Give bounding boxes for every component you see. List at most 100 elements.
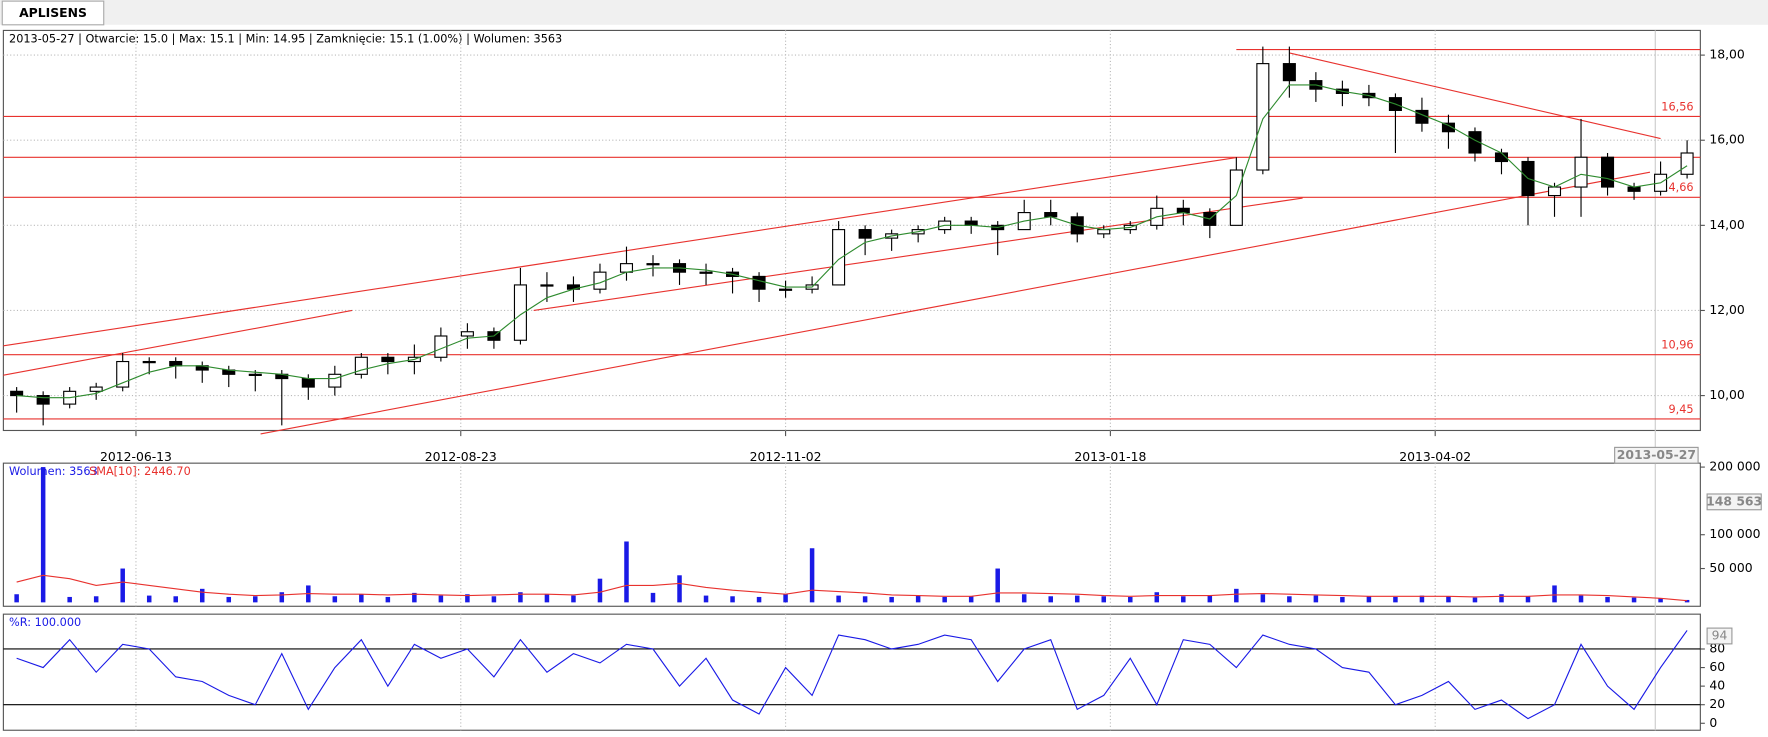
candle-body xyxy=(540,284,554,287)
candle-body xyxy=(328,373,342,388)
volume-bar xyxy=(1287,596,1292,603)
volume-bar xyxy=(1525,596,1531,603)
volume-bar xyxy=(67,596,72,603)
cursor-label: 2013-05-27 xyxy=(1617,447,1696,462)
volume-bar xyxy=(1048,596,1053,603)
volume-bar xyxy=(571,595,576,603)
volume-bar xyxy=(120,568,125,603)
volume-bar xyxy=(968,596,974,603)
candle-body xyxy=(1627,186,1641,192)
candle-body xyxy=(89,386,103,392)
candle-body xyxy=(646,263,660,266)
volume-bar xyxy=(1021,594,1027,603)
candle-body xyxy=(832,229,846,286)
volume-bar xyxy=(836,595,841,603)
tab[interactable] xyxy=(1,0,105,26)
y-tick-label: 18,00 xyxy=(1709,47,1745,62)
volume-bar xyxy=(518,592,523,603)
volume-bar xyxy=(385,596,391,603)
volume-bar xyxy=(14,594,19,603)
volume-bar xyxy=(730,596,735,603)
volume-bar xyxy=(253,596,258,603)
volume-bar xyxy=(1234,588,1239,603)
trend-line xyxy=(3,309,353,376)
volume-bar xyxy=(1340,596,1345,603)
candle-body xyxy=(1601,156,1615,188)
volume-bar xyxy=(93,596,99,603)
y-tick-label: 0 xyxy=(1709,715,1717,730)
wpr-legend: %R: 100.000 xyxy=(9,616,81,629)
candle-body xyxy=(116,360,130,388)
volume-bar xyxy=(915,595,921,603)
h-line-label: 16,56 xyxy=(1661,100,1693,113)
volume-bar xyxy=(809,548,815,603)
candle-body xyxy=(964,220,978,226)
volume-cursor-label: 148 563 xyxy=(1706,493,1762,508)
volume-bar xyxy=(40,467,46,603)
candle-body xyxy=(779,288,793,291)
volume-bar xyxy=(889,596,894,603)
y-tick-label: 16,00 xyxy=(1709,132,1745,147)
volume-bar xyxy=(1101,596,1107,603)
tab-bar xyxy=(0,0,1768,25)
candle-body xyxy=(1441,122,1455,133)
volume-bar xyxy=(1207,595,1213,603)
x-tick-label: 2012-11-02 xyxy=(750,449,822,464)
volume-bar xyxy=(1074,595,1080,603)
wpr-panel xyxy=(2,613,1701,731)
candle-body xyxy=(1229,169,1243,226)
volume-bar xyxy=(332,596,338,603)
candle-body xyxy=(1468,131,1482,154)
volume-bar xyxy=(756,596,762,603)
tab-label[interactable]: APLISENS xyxy=(19,5,87,20)
h-line-label: 10,96 xyxy=(1661,339,1693,352)
volume-bar xyxy=(677,575,682,603)
candle-body xyxy=(142,360,156,364)
x-tick-label: 2013-04-02 xyxy=(1399,449,1471,464)
volume-bar xyxy=(1631,597,1637,603)
volume-bar xyxy=(1154,592,1160,603)
candle-body xyxy=(1282,63,1296,82)
trend-line xyxy=(533,197,1303,312)
candle-body xyxy=(36,395,50,405)
volume-bar xyxy=(465,594,470,603)
candle-body xyxy=(619,263,634,273)
volume-bar xyxy=(1605,596,1610,603)
y-tick-label: 20 xyxy=(1709,696,1725,711)
h-line-label: 9,45 xyxy=(1668,403,1693,416)
volume-bar xyxy=(359,594,364,603)
trend-line xyxy=(1289,52,1661,140)
h-line-label: 14,66 xyxy=(1661,181,1693,194)
volume-panel xyxy=(2,462,1701,607)
y-tick-label: 10,00 xyxy=(1709,387,1745,402)
volume-bar xyxy=(1684,599,1690,603)
wpr-cursor-label: 94 xyxy=(1712,627,1728,642)
y-tick-label: 40 xyxy=(1709,678,1725,693)
y-tick-label: 14,00 xyxy=(1709,217,1745,232)
volume-cursor-box xyxy=(1706,493,1762,511)
volume-bar xyxy=(544,594,550,603)
candle-body xyxy=(1547,186,1562,197)
price-panel xyxy=(2,29,1701,432)
sma-legend: SMA[10]: 2446.70 xyxy=(89,465,191,478)
candle-body xyxy=(699,271,713,274)
candle-body xyxy=(10,390,24,397)
candle-body xyxy=(169,360,183,367)
volume-bar xyxy=(1499,594,1504,603)
candle-body xyxy=(301,377,315,388)
y-tick-label: 60 xyxy=(1709,659,1725,674)
volume-bar xyxy=(1658,598,1663,603)
candle-body xyxy=(1256,63,1270,171)
candle-body xyxy=(858,229,872,239)
volume-bar xyxy=(703,595,709,603)
volume-bar xyxy=(624,541,629,603)
volume-bar xyxy=(1128,596,1133,603)
wpr-line xyxy=(16,630,1688,720)
candle-body xyxy=(1176,207,1190,214)
y-tick-label: 200 000 xyxy=(1709,459,1760,474)
candle-body xyxy=(1574,156,1588,188)
volume-bar xyxy=(1419,595,1425,603)
volume-bar xyxy=(942,596,947,603)
volume-legend: Wolumen: 3563 xyxy=(9,465,98,478)
